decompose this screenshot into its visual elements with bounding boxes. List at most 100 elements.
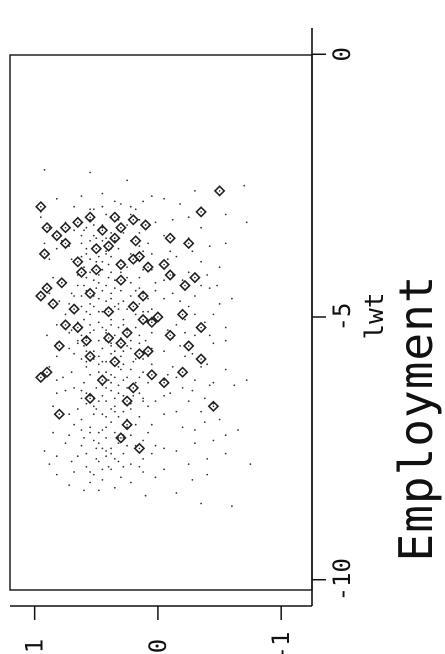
data-point-dot <box>97 489 100 492</box>
data-point-diamond-center <box>40 205 42 208</box>
data-point-dot <box>206 473 209 476</box>
data-point-diamond <box>84 287 96 300</box>
data-point-dot <box>107 276 110 279</box>
data-point-dot <box>85 392 88 395</box>
data-point-diamond <box>84 392 96 405</box>
data-point-dot <box>92 405 95 408</box>
data-point-dot <box>73 295 75 297</box>
data-point-dot <box>73 352 75 355</box>
data-point-dot <box>154 281 157 284</box>
data-point-dot <box>194 190 196 192</box>
data-point-dot <box>175 255 178 258</box>
data-point-dot <box>163 350 166 353</box>
data-point-dot <box>68 331 71 334</box>
data-point-dot <box>110 318 112 321</box>
data-point-diamond-center <box>61 282 63 284</box>
data-point-dot <box>138 276 141 279</box>
data-point-dot <box>95 408 98 410</box>
data-point-diamond <box>35 290 47 302</box>
data-point-dot <box>194 379 196 381</box>
data-point-dot <box>113 350 116 353</box>
data-point-dot <box>218 418 221 421</box>
data-point-dot <box>89 331 91 334</box>
data-point-dot <box>224 434 227 437</box>
data-point-dot <box>120 368 122 371</box>
data-point-dot <box>166 258 169 261</box>
data-point-dot <box>113 405 116 408</box>
data-point-diamond-center <box>89 397 91 400</box>
data-point-dot <box>105 329 107 331</box>
data-point-dot <box>120 476 122 479</box>
data-point-diamond <box>115 221 127 234</box>
data-point-dot <box>237 429 239 431</box>
data-point-dot <box>147 297 150 300</box>
data-point-dot <box>129 463 132 465</box>
data-point-dot <box>64 313 67 316</box>
data-point-dot <box>126 179 128 182</box>
data-point-dot <box>206 458 209 460</box>
data-point-dot <box>105 426 107 429</box>
data-point-dot <box>48 292 51 295</box>
data-point-dot <box>85 226 88 229</box>
data-point-diamond-center <box>40 295 42 297</box>
data-point-dot <box>113 486 116 489</box>
data-point-dot <box>126 308 128 310</box>
data-point-dot <box>120 355 122 358</box>
data-point-dot <box>92 305 95 308</box>
data-point-dot <box>97 274 100 276</box>
data-point-dot <box>55 473 58 476</box>
data-point-diamond <box>133 348 146 360</box>
data-point-dot <box>154 444 157 447</box>
data-point-dot <box>129 434 132 437</box>
data-point-diamond-center <box>126 400 128 402</box>
data-point-dot <box>126 276 128 279</box>
data-point-diamond-center <box>144 224 147 226</box>
data-point-dot <box>134 208 137 211</box>
data-point-dot <box>43 450 46 452</box>
data-point-diamond <box>152 311 164 323</box>
data-point-dot <box>83 229 85 232</box>
data-point-diamond-center <box>181 371 184 374</box>
data-point-dot <box>76 455 79 458</box>
data-point-diamond <box>90 242 103 255</box>
data-point-dot <box>101 239 104 242</box>
data-point-diamond <box>41 221 53 234</box>
x-tick-label: -10 <box>328 558 356 601</box>
data-point-dot <box>138 334 141 337</box>
data-point-dot <box>138 376 141 379</box>
data-point-dot <box>150 423 153 426</box>
data-point-dot <box>85 452 88 455</box>
data-point-dot <box>101 394 104 397</box>
data-point-dot <box>48 463 51 465</box>
data-point-diamond-center <box>147 266 149 268</box>
data-point-diamond <box>72 256 84 268</box>
data-point-dot <box>224 326 227 329</box>
data-point-dot <box>122 300 125 303</box>
data-point-dot <box>89 171 91 174</box>
data-point-dot <box>208 287 211 289</box>
data-point-dot <box>175 376 178 379</box>
data-point-dot <box>117 303 120 305</box>
data-point-dot <box>181 387 184 389</box>
data-point-dot <box>245 221 248 224</box>
data-point-dot <box>73 205 75 208</box>
data-point-diamond-center <box>120 279 122 282</box>
data-point-dot <box>200 260 203 263</box>
data-point-diamond-center <box>101 229 104 232</box>
data-point-diamond-center <box>95 247 98 250</box>
data-point-diamond <box>59 221 72 234</box>
data-point-dot <box>110 292 112 295</box>
data-point-dot <box>117 366 120 368</box>
data-point-dot <box>117 326 120 329</box>
data-point-dot <box>224 339 227 342</box>
y-tick-label: 0 <box>144 639 172 653</box>
data-point-diamond-center <box>138 353 141 355</box>
data-point-dot <box>150 308 153 310</box>
data-point-dot <box>224 452 227 455</box>
data-point-dot <box>110 447 112 450</box>
data-point-dot <box>187 305 190 308</box>
data-point-dot <box>101 413 104 416</box>
data-point-dot <box>224 368 227 371</box>
data-point-dot <box>97 310 100 313</box>
data-point-dot <box>208 384 211 387</box>
